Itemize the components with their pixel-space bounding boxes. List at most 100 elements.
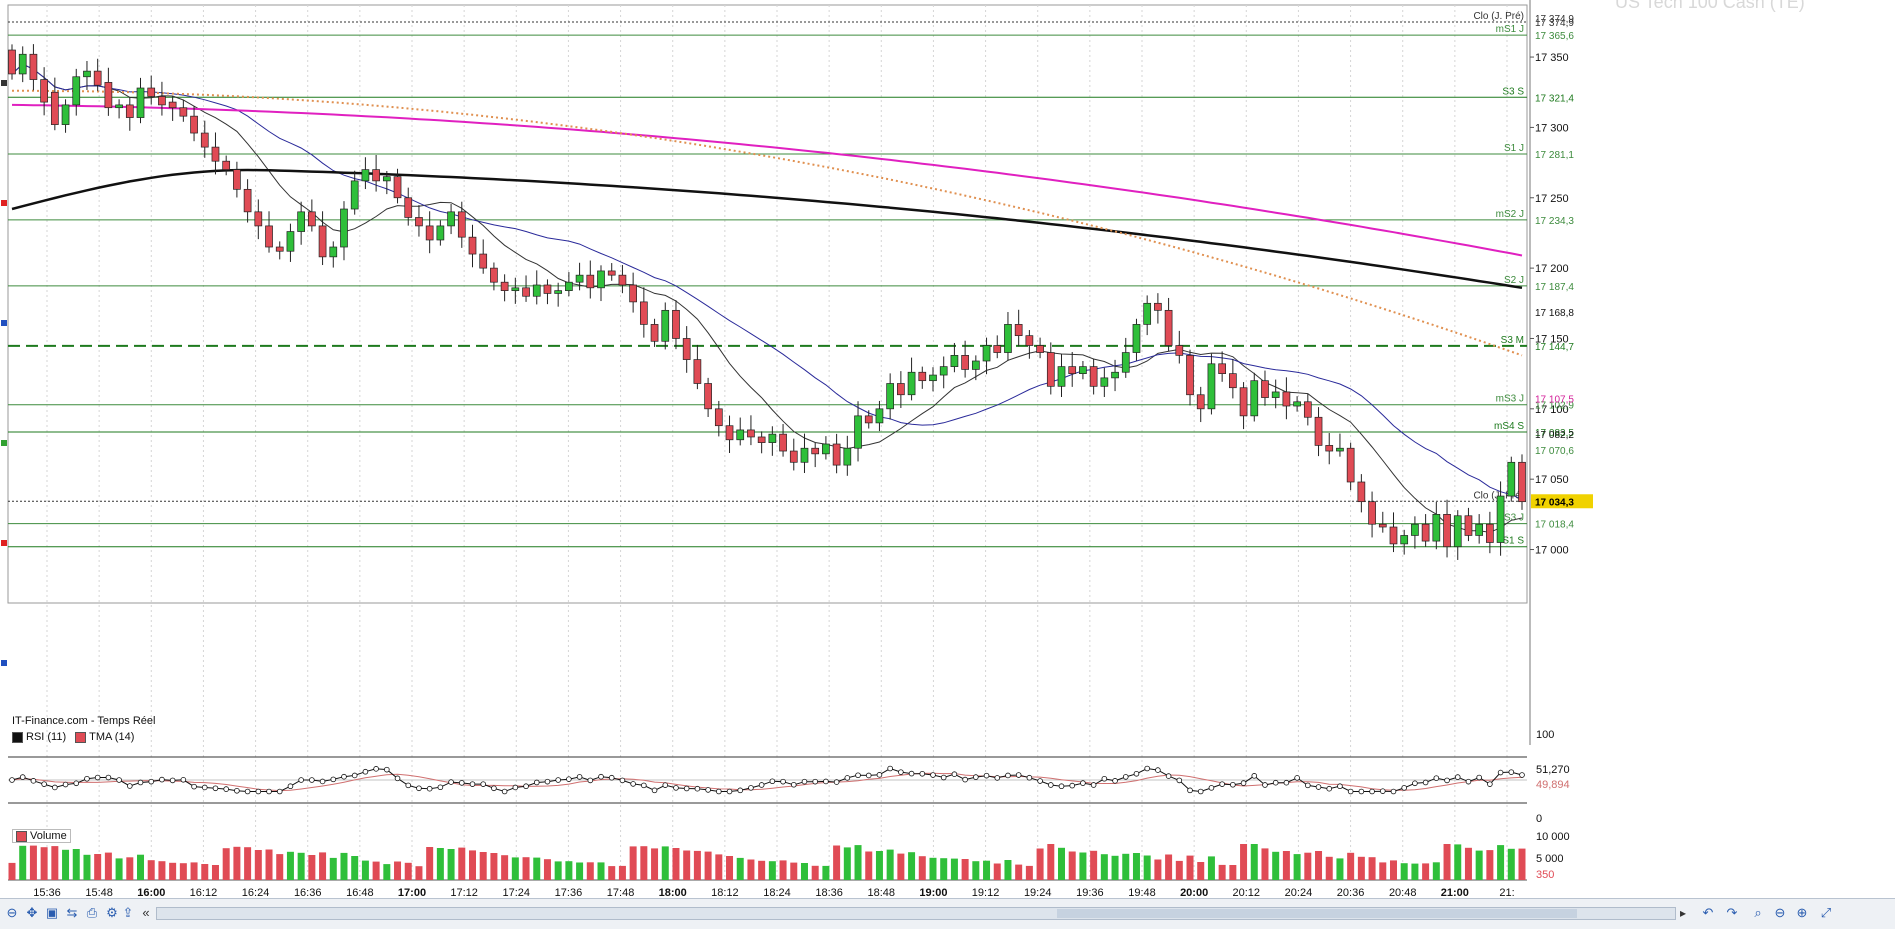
candle-bearish	[1389, 526, 1398, 545]
rsi-point	[491, 785, 497, 792]
volume-bar-down	[1068, 851, 1076, 880]
rsi-point	[1058, 783, 1065, 790]
zoom-out-icon[interactable]: ⊖	[1774, 905, 1786, 920]
volume-bar-down	[608, 866, 616, 880]
rsi-point	[1508, 769, 1515, 775]
candle-bullish	[286, 231, 295, 252]
rsi-point	[1272, 779, 1279, 786]
rsi-point	[1283, 779, 1290, 786]
export-icon[interactable]: ⇪	[122, 905, 134, 920]
volume-axis-label: 5 000	[1536, 853, 1564, 865]
candle-bullish	[511, 287, 520, 291]
ma-dotted-orange-line	[12, 89, 1523, 357]
time-tick-label: 20:24	[1285, 887, 1313, 898]
print-icon[interactable]: ⎙	[86, 905, 98, 920]
volume-bar-down	[1315, 851, 1323, 880]
price-chart[interactable]: Clo (J. Pré) mS1 J S3 S S1 J mS2 J S2 J S3 M mS…	[0, 0, 1895, 898]
candle-bullish	[843, 447, 852, 466]
volume-bar-down	[1036, 848, 1044, 880]
time-tick-label: 18:36	[815, 887, 843, 898]
volume-bar-up	[361, 860, 369, 880]
candle-bullish	[340, 208, 348, 248]
volume-bar-down	[169, 862, 177, 880]
fit-icon[interactable]: ⤢	[1820, 905, 1832, 920]
rsi-point	[416, 785, 422, 792]
zoom-in-icon[interactable]: ⊕	[1796, 905, 1808, 920]
ma-short-line	[11, 63, 1523, 533]
volume-bar-up	[1507, 848, 1515, 880]
moving-averages	[11, 63, 1523, 533]
time-tick-label: 16:00	[137, 887, 165, 898]
horizontal-scrollbar[interactable]	[156, 907, 1676, 920]
candle-bearish	[372, 169, 380, 182]
rsi-point	[1133, 770, 1140, 777]
rsi-point	[758, 782, 765, 788]
tool-marker-icon[interactable]	[1, 80, 7, 86]
tool-marker-icon[interactable]	[1, 440, 7, 446]
rsi-point	[1176, 777, 1183, 784]
rsi-point	[994, 775, 1001, 781]
volume-bar-down	[1015, 864, 1023, 880]
volume-legend[interactable]: Volume	[12, 829, 71, 843]
level-name: mS2 J	[1496, 209, 1524, 220]
zoom-out-icon[interactable]: ⊖	[6, 905, 18, 920]
time-tick-label: 15:36	[33, 887, 61, 898]
rsi-point	[105, 774, 112, 781]
scroll-right-icon[interactable]: ▸	[1680, 906, 1687, 920]
volume-bar-down	[372, 861, 380, 880]
rsi-point	[566, 776, 572, 782]
candle-bullish	[1111, 371, 1119, 379]
volume-bar-down	[1379, 862, 1387, 880]
scroll-first-icon[interactable]: «	[142, 905, 150, 920]
settings-icon[interactable]: ⚙	[106, 905, 118, 920]
time-tick-label: 18:12	[711, 887, 739, 898]
redo-icon[interactable]: ↷	[1726, 905, 1738, 920]
candle-bearish	[1346, 447, 1355, 483]
tool-marker-icon[interactable]	[1, 320, 7, 326]
rsi-point	[351, 772, 358, 779]
rsi-point	[1262, 782, 1268, 788]
volume-bar-down	[715, 854, 723, 880]
level-price-label: 17 144,7	[1535, 342, 1574, 353]
price-marker-label: 17 107,5	[1535, 394, 1574, 405]
compare-icon[interactable]: ⇆	[66, 905, 78, 920]
tool-marker-icon[interactable]	[1, 540, 7, 546]
volume-bar-up	[597, 862, 605, 880]
rsi-point	[1219, 781, 1225, 787]
undo-icon[interactable]: ↶	[1702, 905, 1714, 920]
volume-bar-down	[222, 848, 230, 880]
volume-bar-down	[693, 850, 701, 880]
time-tick-label: 16:36	[294, 887, 322, 898]
rsi-point	[223, 786, 229, 792]
candle-bullish	[136, 87, 145, 118]
volume-bar-up	[1293, 854, 1301, 880]
rsi-point	[426, 785, 433, 792]
scroll-thumb[interactable]	[1057, 909, 1577, 918]
rsi-point	[1208, 785, 1215, 791]
rsi-legend[interactable]: RSI (11) TMA (14)	[12, 731, 134, 743]
tool-marker-icon[interactable]	[1, 660, 7, 666]
rsi-point	[1230, 781, 1236, 788]
rsi-point	[1476, 774, 1482, 781]
zoom-area-icon[interactable]: ⌕	[1754, 905, 1762, 920]
candle-bearish	[747, 429, 755, 438]
pan-icon[interactable]: ✥	[26, 905, 38, 920]
time-tick-label: 20:00	[1180, 887, 1208, 898]
level-price-label: 17 083,5	[1535, 428, 1574, 439]
rsi-point	[1497, 769, 1504, 776]
level-price-label: 17 281,1	[1535, 150, 1574, 161]
volume-bar-up	[1111, 855, 1119, 880]
rsi-point	[576, 774, 583, 780]
candle-bearish	[425, 225, 434, 241]
candle-bullish	[329, 246, 338, 258]
volume-bar-up	[1122, 853, 1130, 880]
save-icon[interactable]: ▣	[45, 905, 59, 920]
volume-bar-down	[683, 850, 691, 880]
rsi-point	[587, 777, 594, 784]
time-tick-label: 19:36	[1076, 887, 1104, 898]
volume-bar-down	[522, 857, 530, 880]
volume-bar-down	[29, 845, 37, 880]
tool-marker-icon[interactable]	[1, 200, 7, 206]
candle-bullish	[854, 415, 862, 449]
volume-bar-down	[233, 846, 241, 880]
